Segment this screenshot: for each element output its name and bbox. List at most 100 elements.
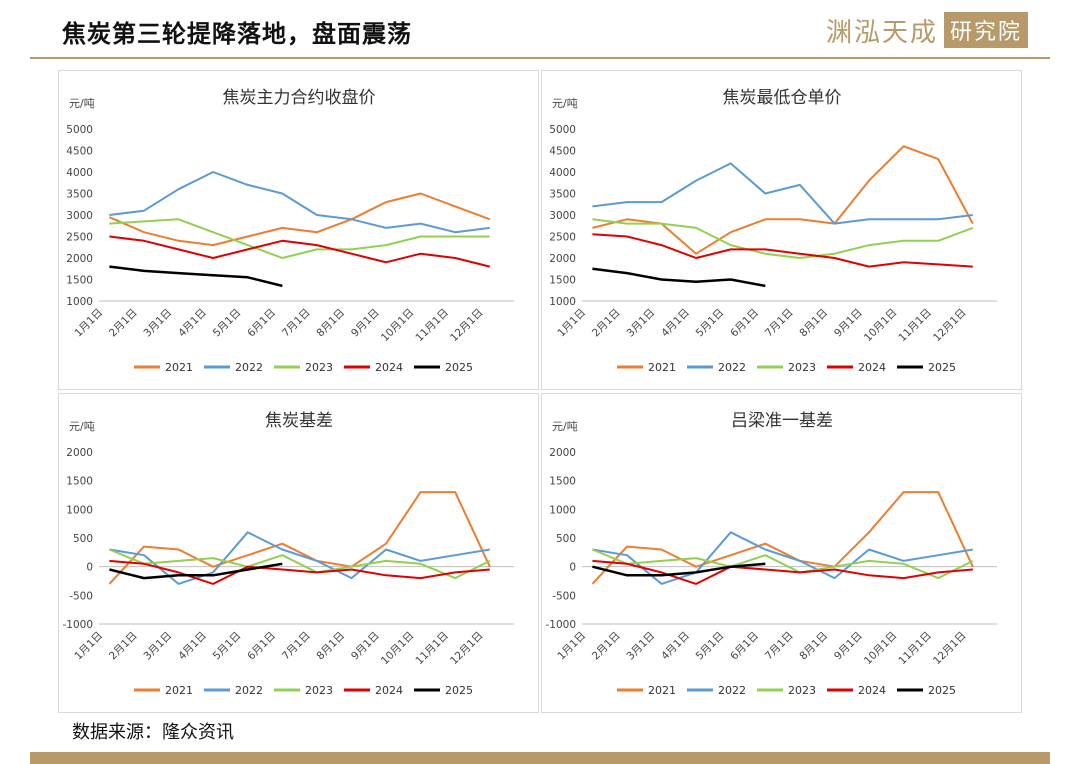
y-tick-label: 2500: [66, 232, 93, 244]
y-unit-label: 元/吨: [552, 97, 578, 110]
x-tick-label: 12月1日: [931, 307, 969, 345]
logo-box: 研究院: [943, 12, 1028, 48]
y-tick-label: 2000: [549, 253, 576, 265]
series-line-2023: [109, 548, 491, 580]
x-tick-label: 5月1日: [694, 630, 727, 663]
series-line-2021: [591, 491, 974, 585]
y-tick-label: 2000: [66, 447, 93, 459]
x-tick-label: 7月1日: [763, 630, 796, 663]
series-line-2022: [592, 531, 973, 585]
series-line-2024: [109, 559, 490, 585]
y-tick-label: 1500: [66, 275, 93, 287]
y-tick-label: 1000: [549, 504, 576, 516]
x-tick-label: 4月1日: [176, 630, 209, 663]
x-tick-label: 3月1日: [624, 630, 657, 663]
series-line-2025: [109, 265, 283, 288]
series-line-2024: [109, 235, 491, 268]
y-tick-label: 4000: [66, 167, 93, 179]
x-tick-label: 1月1日: [555, 307, 588, 340]
x-tick-label: 3月1日: [624, 307, 657, 340]
y-tick-label: 1000: [549, 296, 576, 308]
series-line-2025: [109, 562, 283, 580]
legend-label-2024: 2024: [858, 684, 886, 697]
legend-label-2021: 2021: [648, 361, 676, 374]
series-line-2023: [592, 548, 974, 580]
series-line-2021: [592, 145, 974, 255]
legend-label-2024: 2024: [858, 361, 886, 374]
y-tick-label: 1000: [66, 504, 93, 516]
footer-bar: [30, 752, 1050, 764]
x-tick-label: 11月1日: [896, 307, 934, 345]
x-tick-label: 1月1日: [555, 630, 588, 663]
x-tick-label: 9月1日: [832, 630, 865, 663]
y-tick-label: 3000: [66, 210, 93, 222]
y-tick-label: 5000: [549, 124, 576, 136]
legend-label-2024: 2024: [375, 361, 403, 374]
x-tick-label: 10月1日: [862, 307, 900, 345]
legend-label-2021: 2021: [165, 684, 193, 697]
series-line-2024: [592, 559, 973, 585]
y-tick-label: 4500: [66, 146, 93, 158]
y-tick-label: -1000: [545, 619, 576, 631]
legend-label-2022: 2022: [718, 361, 746, 374]
x-tick-label: 8月1日: [797, 307, 830, 340]
series-line-2025: [592, 562, 766, 577]
x-tick-label: 4月1日: [659, 630, 692, 663]
legend-label-2025: 2025: [445, 361, 473, 374]
series-line-2025: [592, 267, 766, 288]
y-tick-label: 1500: [66, 476, 93, 488]
x-tick-label: 4月1日: [176, 307, 209, 340]
x-tick-label: 6月1日: [728, 630, 761, 663]
x-tick-label: 12月1日: [448, 307, 486, 345]
x-tick-label: 6月1日: [728, 307, 761, 340]
series-line-2023: [109, 218, 490, 259]
legend-label-2021: 2021: [648, 684, 676, 697]
y-tick-label: 2000: [66, 253, 93, 265]
y-tick-label: 2000: [549, 447, 576, 459]
page-title: 焦炭第三轮提降落地，盘面震荡: [62, 19, 412, 48]
x-tick-label: 11月1日: [896, 630, 934, 668]
y-tick-label: 3000: [549, 210, 576, 222]
x-tick-label: 3月1日: [141, 630, 174, 663]
y-tick-label: -500: [69, 590, 93, 602]
series-line-2022: [109, 171, 490, 234]
data-source-note: 数据来源：隆众资讯: [72, 722, 234, 743]
header-divider: [30, 57, 1050, 59]
y-tick-label: -1000: [62, 619, 93, 631]
legend-label-2023: 2023: [305, 361, 333, 374]
y-tick-label: 1500: [549, 476, 576, 488]
x-tick-label: 9月1日: [349, 307, 382, 340]
legend-label-2023: 2023: [788, 684, 816, 697]
chart-title: 吕梁准一基差: [731, 411, 833, 431]
y-tick-label: 3500: [549, 189, 576, 201]
x-tick-label: 9月1日: [832, 307, 865, 340]
x-tick-label: 11月1日: [413, 307, 451, 345]
chart-panel-warehouse-receipt: 焦炭最低仓单价 元/吨 1000 1500 2000 2500 3000 3500 4000 45…: [541, 70, 1022, 390]
legend-label-2025: 2025: [928, 684, 956, 697]
x-tick-label: 9月1日: [349, 630, 382, 663]
y-tick-label: 2500: [549, 232, 576, 244]
x-tick-label: 10月1日: [379, 307, 417, 345]
series-line-2023: [592, 218, 974, 259]
legend-label-2025: 2025: [445, 684, 473, 697]
x-tick-label: 5月1日: [211, 307, 244, 340]
x-tick-label: 2月1日: [590, 630, 623, 663]
x-tick-label: 5月1日: [694, 307, 727, 340]
y-unit-label: 元/吨: [69, 97, 95, 110]
y-tick-label: 500: [556, 533, 576, 545]
series-line-2022: [592, 162, 973, 225]
legend-label-2024: 2024: [375, 684, 403, 697]
logo-script: 渊泓天成: [825, 17, 938, 48]
y-tick-label: 5000: [66, 124, 93, 136]
x-tick-label: 6月1日: [245, 307, 278, 340]
series-line-2021: [109, 192, 491, 247]
series-line-2022: [109, 531, 490, 585]
y-tick-label: 0: [86, 562, 93, 574]
series-line-2021: [108, 491, 491, 585]
x-tick-label: 7月1日: [763, 307, 796, 340]
x-tick-label: 1月1日: [72, 630, 105, 663]
y-tick-label: 1000: [66, 296, 93, 308]
x-tick-label: 2月1日: [107, 307, 140, 340]
y-tick-label: -500: [552, 590, 576, 602]
x-tick-label: 8月1日: [314, 630, 347, 663]
